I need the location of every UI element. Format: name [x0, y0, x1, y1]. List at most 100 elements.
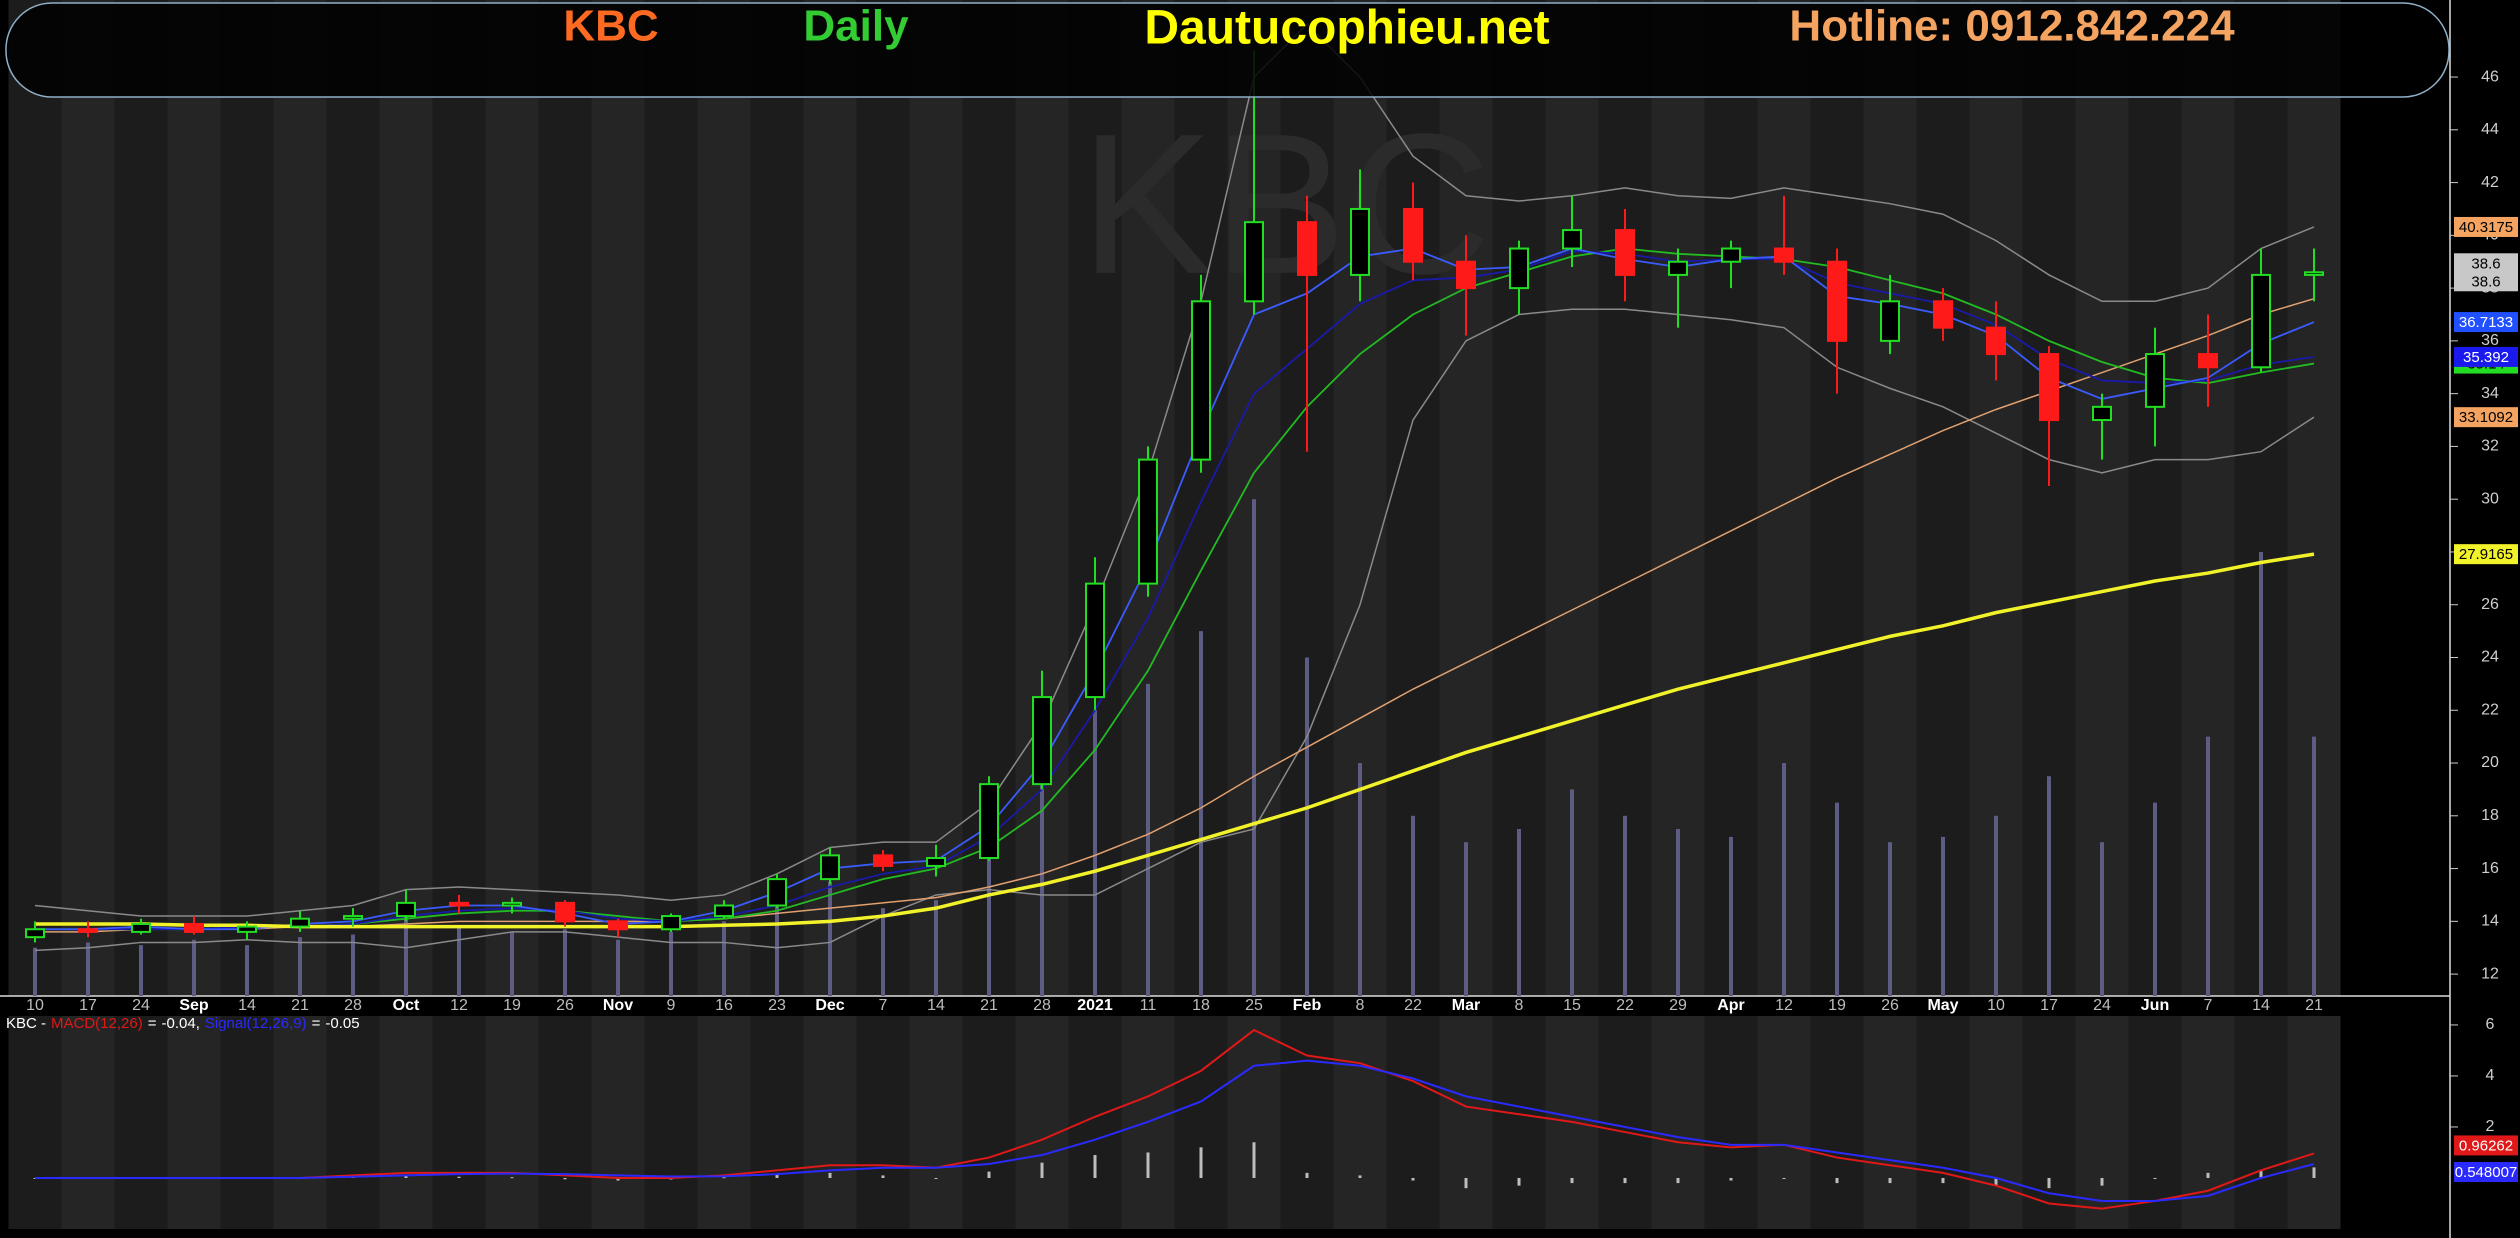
x-tick-label: 14: [238, 997, 256, 1014]
candle-body: [1244, 221, 1264, 303]
watermark: KBC: [1080, 93, 1491, 316]
week-band: [379, 1016, 433, 1229]
x-tick-label: Dec: [815, 997, 844, 1014]
week-band: [61, 1016, 115, 1229]
week-band: [909, 0, 963, 996]
week-band: [1068, 1016, 1122, 1229]
histogram-bar: [1570, 1177, 1574, 1184]
histogram-bar: [1835, 1177, 1839, 1184]
candle-body: [2198, 353, 2218, 369]
y-tick-label: 36: [2481, 332, 2499, 349]
candle-body: [449, 901, 469, 907]
value-label-box: [2454, 1135, 2518, 1156]
week-band: [1492, 1016, 1546, 1229]
volume-bar: [404, 908, 408, 996]
week-band: [697, 1016, 751, 1229]
x-tick-label: 7: [2204, 997, 2213, 1014]
x-tick-label: 28: [1033, 997, 1051, 1014]
histogram-bar: [1146, 1152, 1150, 1178]
y-tick-label: 6: [2486, 1016, 2495, 1033]
week-band: [962, 1016, 1016, 1229]
interval: Daily: [803, 2, 909, 51]
histogram-bar: [1676, 1177, 1680, 1184]
volume-bar: [881, 908, 885, 996]
volume-bar: [510, 931, 514, 996]
week-band: [432, 1016, 486, 1229]
x-tick-label: 19: [1828, 997, 1846, 1014]
x-tick-label: 21: [291, 997, 309, 1014]
header-banner: [5, 2, 2450, 98]
candle-body: [1986, 326, 2006, 356]
volume-bar: [1411, 815, 1415, 996]
week-band: [114, 1016, 168, 1229]
candle-body: [1032, 696, 1052, 786]
overlay: 1214161820222426283032343638404244461017…: [6, 68, 2518, 1183]
x-tick-label: Nov: [603, 997, 633, 1014]
week-band: [2128, 1016, 2182, 1229]
week-band: [1969, 1016, 2023, 1229]
x-tick-label: 16: [715, 997, 733, 1014]
week-band: [1651, 1016, 1705, 1229]
x-tick-label: 22: [1404, 997, 1422, 1014]
x-tick-label: 14: [927, 997, 945, 1014]
volume-bar: [1570, 789, 1574, 996]
week-band: [1439, 0, 1493, 996]
candle-body: [1721, 247, 1741, 263]
histogram-bar: [722, 1177, 726, 1179]
volume-bar: [1623, 815, 1627, 996]
candle-body: [1509, 247, 1529, 290]
candle-body: [1138, 458, 1158, 585]
histogram-bar: [1252, 1142, 1256, 1178]
indicator-line: [34, 23, 2315, 917]
x-tick-label: Apr: [1717, 997, 1745, 1014]
volume-bar: [1464, 842, 1468, 996]
week-band: [220, 1016, 274, 1229]
week-band: [220, 0, 274, 996]
x-tick-label: 12: [450, 997, 468, 1014]
indicator-line: [34, 308, 2315, 952]
week-band: [1916, 0, 1970, 996]
week-band: [167, 1016, 221, 1229]
week-band: [432, 0, 486, 996]
x-tick-label: 29: [1669, 997, 1687, 1014]
x-tick-label: 21: [980, 997, 998, 1014]
candle-body: [608, 920, 628, 931]
volume-bar: [139, 945, 143, 996]
week-band: [750, 1016, 804, 1229]
week-band: [697, 0, 751, 996]
value-label: 38.6: [2471, 255, 2500, 272]
value-label: 0.548007: [2455, 1164, 2518, 1181]
x-tick-label: 10: [26, 997, 44, 1014]
volume-bar: [1358, 763, 1362, 996]
week-band: [750, 0, 804, 996]
histogram-bar: [1729, 1177, 1733, 1181]
value-label: 40.3175: [2459, 219, 2513, 236]
histogram-bar: [510, 1177, 514, 1179]
histogram-bar: [934, 1177, 938, 1179]
histogram-bar: [2312, 1167, 2316, 1178]
y-tick-label: 14: [2481, 913, 2499, 930]
value-label-box: [2454, 544, 2518, 565]
volume-bar: [1782, 763, 1786, 996]
macd-line: [35, 1028, 2315, 1210]
volume-bar: [2100, 842, 2104, 996]
volume-bar: [2153, 802, 2157, 996]
x-tick-label: 25: [1245, 997, 1263, 1014]
x-tick-label: 15: [1563, 997, 1581, 1014]
week-band: [326, 1016, 380, 1229]
week-band: [856, 1016, 910, 1229]
week-band: [856, 0, 910, 996]
legend-equals: =: [148, 1015, 157, 1032]
y-tick-label: 2: [2486, 1118, 2495, 1135]
candle-body: [184, 922, 204, 933]
week-band: [8, 1016, 62, 1229]
value-label-box: [2454, 271, 2518, 292]
week-band: [1439, 1016, 1493, 1229]
week-band: [1757, 1016, 1811, 1229]
week-band: [644, 1016, 698, 1229]
week-band: [1280, 1016, 1334, 1229]
histogram-bar: [616, 1177, 620, 1181]
volume-bar: [1093, 710, 1097, 996]
candle-body: [1562, 229, 1582, 250]
